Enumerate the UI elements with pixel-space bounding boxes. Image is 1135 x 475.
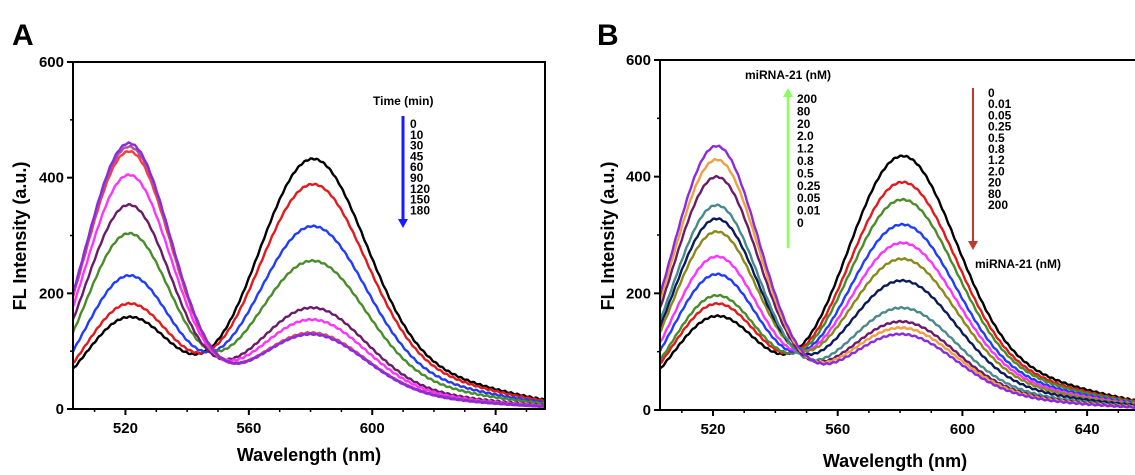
legend-entry: 45	[410, 149, 424, 163]
panel-a-x-axis-title: Wavelength (nm)	[237, 445, 381, 465]
panel-b-series-line-0	[659, 154, 1135, 402]
panel-a-series-line-180	[71, 141, 546, 409]
panel-b-series-line-0_01	[659, 180, 1135, 404]
legend-entry: 0.25	[797, 179, 821, 193]
legend-entry: 90	[410, 171, 424, 185]
panel-b-x-tick-label: 600	[950, 421, 975, 438]
panel-b-label: B	[597, 19, 619, 52]
panel-b-plot-area	[658, 144, 1135, 409]
panel-a-y-tick-label: 400	[39, 170, 64, 187]
panel-a-series-line-45	[71, 231, 546, 406]
panel-a-x-tick-label: 600	[360, 420, 385, 437]
panel-b-y-tick-label: 600	[626, 52, 651, 69]
panel-b-frame	[659, 59, 1135, 411]
legend-entry: 0.01	[988, 97, 1012, 111]
panel-b-x-tick-label: 640	[1075, 421, 1100, 438]
legend-entry: 200	[797, 92, 817, 106]
legend-entry: 0.8	[988, 142, 1005, 156]
arrow-head	[398, 219, 408, 228]
panel-b-series-line-1_2	[658, 217, 1135, 408]
legend-entry: 0.05	[988, 108, 1012, 122]
legend-entry: 20	[988, 176, 1002, 190]
legend-entry: 1.2	[988, 153, 1005, 167]
panel-b-legend-up-title: miRNA-21 (nM)	[745, 68, 831, 82]
legend-entry: 120	[410, 182, 430, 196]
panel-b-series-line-80	[658, 157, 1135, 409]
panel-b-x-tick-label: 560	[825, 421, 850, 438]
legend-entry: 10	[410, 128, 424, 142]
panel-b-x-tick-label: 520	[700, 421, 725, 438]
panel-b-series-line-200	[658, 144, 1135, 409]
legend-entry: 20	[797, 117, 811, 131]
legend-entry: 0	[988, 86, 995, 100]
legend-entry: 150	[410, 193, 430, 207]
panel-b-x-axis-title: Wavelength (nm)	[823, 451, 967, 471]
legend-entry: 0.5	[797, 166, 814, 180]
panel-b-y-tick-label: 0	[643, 402, 651, 419]
legend-entry: 0.05	[797, 191, 821, 205]
panel-b-legend-down-title: miRNA-21 (nM)	[975, 257, 1061, 271]
legend-entry: 0.8	[797, 154, 814, 168]
panel-a-series-line-10	[72, 182, 546, 403]
panel-a-series-line-0	[72, 157, 546, 402]
panel-a-x-tick-label: 520	[113, 420, 138, 437]
legend-entry: 0.5	[988, 131, 1005, 145]
panel-b-y-axis-title: FL Intensity (a.u.)	[598, 162, 618, 311]
arrow-head	[783, 88, 793, 97]
legend-entry: 200	[988, 198, 1008, 212]
panel-a-x-tick-label: 640	[483, 420, 508, 437]
panel-b-series-line-0_05	[658, 197, 1135, 404]
legend-entry: 80	[797, 104, 811, 118]
panel-a-label: A	[12, 19, 34, 52]
panel-a-series-line-60	[71, 203, 546, 408]
legend-entry: 80	[988, 187, 1002, 201]
panel-a-y-tick-label: 200	[39, 285, 64, 302]
panel-b-series-line-0_5	[658, 240, 1135, 406]
panel-b-y-tick-label: 200	[626, 285, 651, 302]
panel-a-series-line-30	[71, 224, 546, 404]
panel-b-series-line-2_0	[658, 203, 1135, 408]
arrow-head	[968, 241, 978, 250]
legend-entry: 0	[410, 117, 417, 131]
panel-b-legend: miRNA-21 (nM) 20080202.01.20.80.50.250.0…	[745, 68, 1061, 271]
panel-a-y-axis-title: FL Intensity (a.u.)	[10, 162, 30, 311]
legend-entry: 2.0	[988, 164, 1005, 178]
legend-entry: 180	[410, 203, 430, 217]
panel-a-series-line-90	[71, 173, 546, 408]
panel-b-down-arrow-icon	[968, 88, 978, 250]
legend-entry: 60	[410, 160, 424, 174]
panel-b-series-line-0_8	[658, 230, 1135, 407]
legend-entry: 1.2	[797, 142, 814, 156]
panel-a-plot-area	[71, 141, 546, 409]
panel-b-up-arrow-icon	[783, 88, 793, 248]
panel-a-x-tick-label: 560	[236, 420, 261, 437]
panel-a-legend-title: Time (min)	[373, 94, 433, 108]
legend-entry: 30	[410, 139, 424, 153]
legend-entry: 0.01	[797, 204, 821, 218]
panel-b-series-line-0_25	[658, 222, 1135, 405]
panel-a-time-arrow-icon	[398, 116, 408, 228]
legend-entry: 0	[797, 216, 804, 230]
legend-entry: 2.0	[797, 129, 814, 143]
panel-b-y-tick-label: 400	[626, 169, 651, 186]
panel-b-series-line-20	[658, 174, 1135, 409]
panel-a-y-tick-label: 600	[39, 54, 64, 71]
legend-entry: 0.25	[988, 120, 1012, 134]
panel-a-y-tick-label: 0	[56, 401, 64, 418]
panel-a-frame	[72, 61, 546, 410]
